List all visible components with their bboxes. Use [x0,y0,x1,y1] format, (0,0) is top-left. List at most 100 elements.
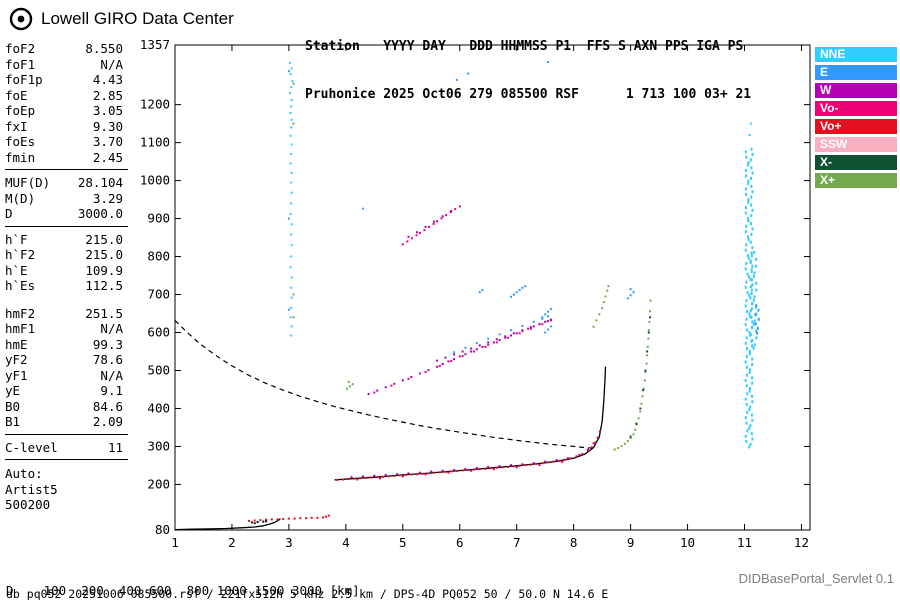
f-trace-o-magenta-point [544,460,547,463]
param-label: foF1p [5,72,43,87]
nne-interference-column-point [751,190,754,194]
upper-cluster-blue-point [478,291,481,294]
x-tick-label: 12 [794,535,809,550]
nne-interference-column-point [744,267,747,271]
second-hop-magenta-point [458,355,461,358]
x-trace-green-point [648,320,651,323]
es-trace-red-point [282,518,285,520]
legend-item-vo: Vo- [815,101,897,116]
param-row: D 3000.0 [5,206,123,222]
x-tick-label: 11 [737,535,752,550]
param-label: yF2 [5,352,28,367]
second-hop-magenta-2-point [470,347,473,350]
f-trace-o-red-point [594,441,597,444]
f-trace-o-red-point [438,471,441,474]
x-trace-darkgreen-point [646,350,649,353]
nne-interference-column-point [749,442,752,446]
x-tick-label: 4 [342,535,350,550]
param-row: MUF(D) 28.104 [5,175,123,191]
f-trace-o-red-point [336,478,339,481]
lowell-giro-logo: Lowell GIRO Data Center [8,6,234,32]
param-row: foF1 N/A [5,57,123,73]
nne-interference-column-point [746,309,749,313]
nne-interference-column-point [745,317,748,321]
param-row: foF1p 4.43 [5,72,123,88]
f-trace-o-red-point [575,455,578,458]
nne-interference-column-point [745,355,748,359]
column-3mhz-cyan-point [290,244,293,247]
second-hop-blue-point [498,333,501,336]
x-trace-green-point [649,299,652,302]
station-header: Station YYYY DAY DDD HHMMSS P1 FFS S AXN… [305,7,751,135]
e-interference-column-point [754,322,757,326]
nne-interference-column-2-point [753,274,755,278]
param-row: h`Es 112.5 [5,278,123,294]
f-trace-o-magenta-point [361,475,364,478]
second-hop-magenta-point [464,353,467,356]
param-label: C-level [5,439,58,455]
es-trace-red-point [265,518,268,521]
second-hop-magenta-point [544,320,547,323]
param-row: B1 2.09 [5,414,123,430]
nne-interference-column-2-point [755,257,758,261]
nne-interference-column-point [746,254,749,257]
param-row: B0 84.6 [5,399,123,415]
second-hop-magenta-2-point [461,350,464,353]
param-label: hmF1 [5,321,36,336]
nne-interference-column-point [751,283,754,287]
legend-item-nne: NNE [815,47,897,62]
f-trace-o-magenta-point [441,469,444,472]
second-hop-green-steep-point [606,289,609,292]
nne-interference-column-point [750,195,753,199]
f-trace-o-red-point [541,462,544,465]
f-trace-o-red-point [421,472,424,475]
nne-interference-column-point [746,392,749,396]
f-trace-o-magenta-point [567,457,569,460]
param-value: N/A [100,56,123,72]
nne-interference-column-2-point [749,285,752,289]
x-trace-green-point [644,371,647,373]
column-3mhz-cyan-point [290,172,293,174]
column-3mhz-blue-point [287,217,290,220]
param-label: hmF2 [5,305,36,321]
nne-interference-column-point [744,150,747,154]
second-hop-pink-point [495,341,498,344]
param-value: 11 [107,439,123,455]
nne-interference-column-2-point [752,346,755,350]
x-trace-darkgreen-point [635,422,638,425]
param-value: 78.6 [92,352,123,367]
diagonal-pink-high-point [432,222,435,225]
f-trace-o-red-point [410,473,413,476]
x-trace-green-point [634,428,637,431]
nne-interference-column-2-point [750,254,753,258]
y-tick-label: 500 [147,362,170,377]
nne-interference-column-point [747,235,749,239]
nne-interference-column-point [745,192,747,196]
column-3mhz-cyan-point [289,112,292,114]
x-tick-label: 7 [513,535,521,550]
second-hop-magenta-point [527,327,530,330]
nne-interference-column-point [750,251,753,255]
nne-interference-column-point [751,418,754,422]
param-value: 84.6 [92,398,123,414]
nne-interference-column-2-point [749,261,752,265]
y-tick-label: 1100 [140,135,170,150]
upper-cluster-blue-point [549,325,552,328]
nne-interference-column-point [746,291,749,295]
column-3mhz-green-point [292,82,295,85]
second-hop-pink-point [424,371,427,373]
f-trace-o-magenta-point [418,471,421,474]
autoscaling-block: Auto: Artist5 500200 [5,466,123,513]
column-3mhz-cyan-point [290,233,293,236]
column-3mhz-cyan-point [290,181,293,184]
second-hop-magenta-2-point [512,332,515,335]
diagonal-pink-high-point [440,217,443,220]
es-trace-black-point [253,522,256,525]
nne-interference-column-point [744,285,747,289]
legend-item-w: W [815,83,897,98]
param-label: h`Es [5,278,36,293]
auto-label: Auto: [5,466,43,481]
second-hop-magenta-2-point [444,356,447,359]
param-label: B1 [5,414,21,429]
x-trace-green-point [613,448,616,451]
